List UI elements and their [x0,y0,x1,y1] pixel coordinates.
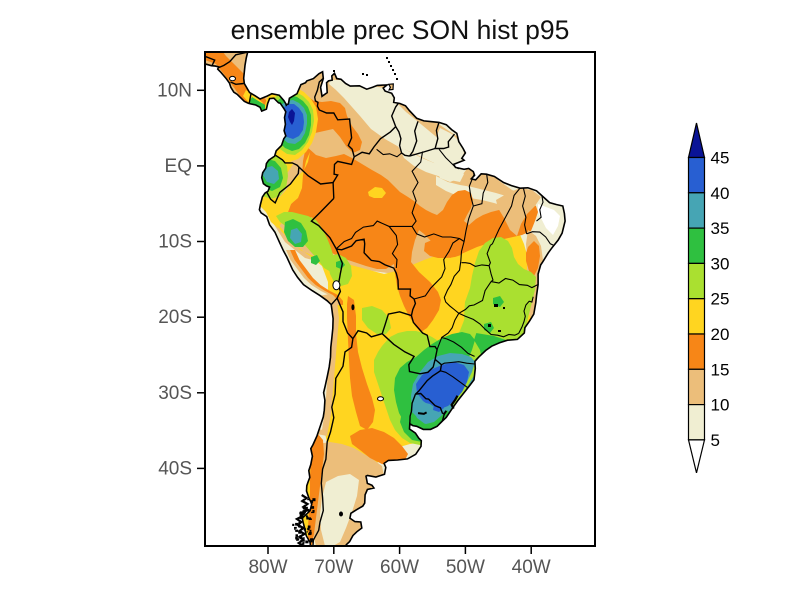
svg-text:20: 20 [711,325,730,344]
svg-text:EQ: EQ [165,156,192,177]
svg-text:40: 40 [711,184,730,203]
svg-text:20S: 20S [158,307,192,328]
svg-text:30: 30 [711,254,730,273]
svg-text:35: 35 [711,219,730,238]
svg-text:80W: 80W [248,557,287,578]
svg-text:45: 45 [711,149,730,168]
svg-text:40W: 40W [512,557,551,578]
svg-text:10S: 10S [158,232,192,253]
svg-text:15: 15 [711,360,730,379]
svg-text:5: 5 [711,431,720,450]
svg-text:50W: 50W [446,557,485,578]
svg-text:ensemble prec SON hist p95: ensemble prec SON hist p95 [231,15,570,45]
svg-text:25: 25 [711,290,730,309]
svg-text:70W: 70W [314,557,353,578]
svg-text:60W: 60W [380,557,419,578]
svg-text:10: 10 [711,396,730,415]
svg-text:30S: 30S [158,383,192,404]
svg-text:40S: 40S [158,458,192,479]
svg-text:10N: 10N [157,80,192,101]
